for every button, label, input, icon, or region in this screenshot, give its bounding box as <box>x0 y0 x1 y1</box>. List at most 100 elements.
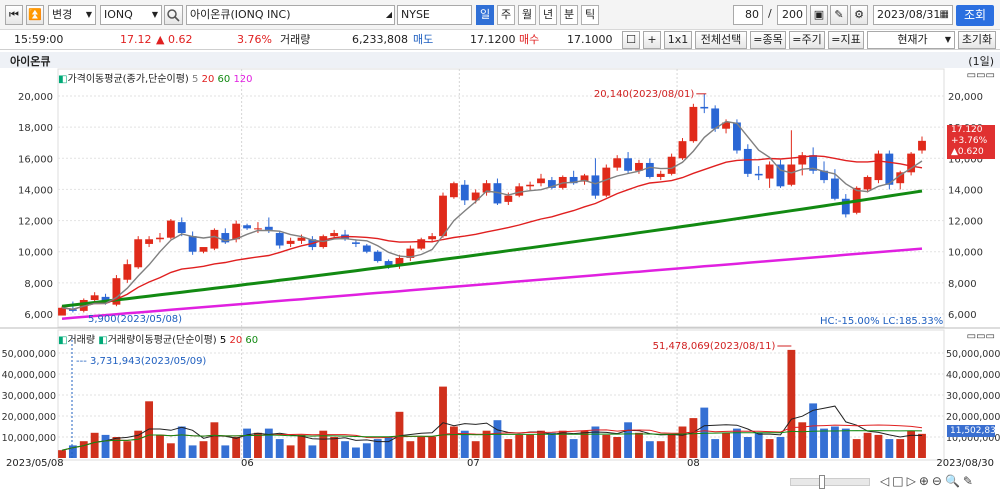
volume-bar <box>449 426 458 458</box>
candle-body <box>112 278 121 305</box>
ticker-input[interactable]: IONQ ▼ <box>100 5 162 25</box>
volume-bar <box>58 450 66 458</box>
zoom-in-button[interactable]: + <box>643 31 661 49</box>
volume-bar <box>101 434 110 458</box>
ma-60-line <box>61 189 923 308</box>
x-axis: 2023/05/08 06 07 08 2023/08/30 <box>0 458 1000 472</box>
scroll-left-icon[interactable]: ◁ <box>880 474 893 488</box>
tab-minute[interactable]: 분 <box>560 5 578 25</box>
x-axis-month-06: 06 <box>241 458 254 469</box>
pane-controls-icon[interactable]: ▭▭▭ <box>966 70 995 81</box>
count-total-input[interactable]: 200 <box>777 5 807 25</box>
volume-bar <box>188 445 197 458</box>
query-button[interactable]: 조회 <box>956 5 994 26</box>
volume-bar <box>852 439 861 458</box>
save-icon: ▣ <box>813 8 825 21</box>
volume-bar <box>656 441 665 458</box>
volume-bar <box>232 437 241 458</box>
volume-bar <box>700 407 709 458</box>
volume-tick-right: 10,000,000 <box>946 433 1000 444</box>
indicator-button[interactable]: =지표 <box>828 31 864 49</box>
volume-bar <box>613 437 622 458</box>
price-tick-left: 6,000 <box>24 310 53 321</box>
x-axis-end: 2023/08/30 <box>936 458 994 469</box>
ma-legend[interactable]: ◧가격이동평균(종가,단순이평) 5 20 60 120 <box>58 70 253 85</box>
candle-body <box>264 226 273 230</box>
reset-button[interactable]: 초기화 <box>958 31 996 49</box>
date-value: 2023/08/31 <box>877 8 941 21</box>
volume-bar <box>526 434 535 458</box>
quote-bar: 15:59:00 17.12 ▲ 0.62 3.76% 거래량 6,233,80… <box>0 30 1000 50</box>
count-input[interactable]: 80 <box>733 5 763 25</box>
volume-bar <box>319 430 328 458</box>
chart-scrollbar[interactable] <box>790 475 870 489</box>
stock-chart[interactable]: 20,00020,00018,00018,00016,00016,00014,0… <box>0 68 1000 497</box>
candle-body <box>885 153 894 185</box>
chart-nav-controls[interactable]: ◁□▷⊕⊖🔍✎ <box>880 474 976 488</box>
pen-icon: ✎ <box>834 8 844 21</box>
scroll-right-icon[interactable]: ▷ <box>906 474 919 488</box>
tab-day[interactable]: 일 <box>476 5 494 25</box>
tab-tick[interactable]: 틱 <box>581 5 599 25</box>
legend-checkbox-icon: ◧ <box>98 335 108 346</box>
candle-body <box>352 242 360 244</box>
current-price-change: ▲0.620 <box>951 147 984 157</box>
pane-controls-icon[interactable]: ▭▭▭ <box>966 331 995 342</box>
search-button[interactable] <box>164 5 183 25</box>
zoom-out-icon[interactable]: ⊖ <box>931 474 945 488</box>
count-total: 200 <box>782 8 803 21</box>
candle-body <box>406 248 415 258</box>
current-volume-tag: 11,502,836 <box>947 425 1000 437</box>
candle-body <box>428 236 437 240</box>
tab-month[interactable]: 월 <box>518 5 536 25</box>
tab-year[interactable]: 년 <box>539 5 557 25</box>
candle-body <box>918 140 926 151</box>
volume-bar <box>515 434 524 458</box>
volume-high-note: 51,478,069(2023/08/11) <box>653 341 776 352</box>
settings-button[interactable]: ⚙ <box>850 5 868 25</box>
low-note: 5,900(2023/05/08) <box>88 314 182 325</box>
save-button[interactable]: ▣ <box>810 5 828 25</box>
legend-checkbox-icon: ◧ <box>58 74 68 85</box>
zoom-in-icon[interactable]: ⊕ <box>918 474 932 488</box>
pen-button[interactable]: ✎ <box>830 5 848 25</box>
zoom-icon[interactable]: 🔍 <box>944 474 963 488</box>
volume-bar <box>406 441 415 458</box>
price-tick-right: 6,000 <box>948 310 977 321</box>
stock-name-field[interactable]: 아이온큐(IONQ INC) ◢ <box>186 5 395 25</box>
scroll-thumb[interactable] <box>819 475 825 489</box>
legend-checkbox-icon: ◧ <box>58 335 68 346</box>
checkbox-button[interactable]: ☐ <box>622 31 640 49</box>
volume-legend[interactable]: ◧거래량 ◧거래량이동평균(단순이평) 5 20 60 <box>58 331 258 346</box>
volume-bar <box>68 445 77 458</box>
date-input[interactable]: 2023/08/31 ▦ <box>873 5 953 25</box>
vol-ma-5-line <box>61 405 923 451</box>
candle-body <box>537 178 545 184</box>
volume-bar <box>743 437 752 458</box>
volume-bar <box>373 439 382 458</box>
volume-bar <box>341 441 349 458</box>
mode-select[interactable]: 변경 ▼ <box>48 5 96 25</box>
ratio-button[interactable]: 1x1 <box>664 31 692 49</box>
price-type-select[interactable]: 현재가 ▼ <box>867 31 955 49</box>
tool-icon[interactable]: ✎ <box>962 474 976 488</box>
select-all-button[interactable]: 전체선택 <box>695 31 747 49</box>
search-icon <box>167 9 180 22</box>
chevron-down-icon: ▼ <box>151 10 158 19</box>
period-button[interactable]: =주기 <box>789 31 825 49</box>
ma-120-label: 120 <box>233 74 253 85</box>
indicator-label: =지표 <box>831 33 861 46</box>
first-page-button[interactable]: ⏮ <box>5 5 23 25</box>
ma-legend-title: 가격이동평균(종가,단순이평) <box>67 74 189 85</box>
volume-bar <box>798 422 807 458</box>
tab-week[interactable]: 주 <box>497 5 515 25</box>
chart-header: 아이온큐 (1일) <box>0 52 1000 68</box>
candle-body <box>787 164 796 185</box>
candle-body <box>417 239 426 249</box>
candle-body <box>90 295 99 300</box>
top-button[interactable]: ⏫ <box>26 5 44 25</box>
stop-icon[interactable]: □ <box>892 474 907 488</box>
item-button[interactable]: =종목 <box>750 31 786 49</box>
plus-label: + <box>647 33 657 46</box>
volume-bar <box>134 430 143 458</box>
